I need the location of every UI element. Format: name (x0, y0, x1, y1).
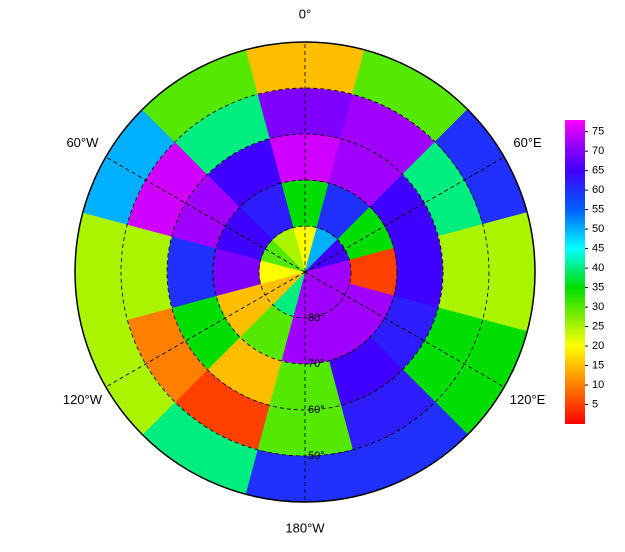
meridian (304, 271, 505, 388)
colorbar-label: 10 (592, 379, 604, 391)
cell (482, 212, 536, 332)
meridian (105, 271, 306, 388)
parallel-label: 50° (308, 450, 325, 462)
cell (393, 235, 444, 309)
colorbar-scale (565, 120, 585, 424)
cell (166, 235, 217, 309)
map-border (74, 41, 536, 503)
parallel-label: 70° (308, 358, 325, 370)
colorbar-label: 65 (592, 165, 604, 177)
colorbar-label: 70 (592, 145, 604, 157)
cell (120, 224, 173, 320)
data-grid (74, 41, 536, 503)
colorbar-label: 45 (592, 243, 604, 255)
colorbar-label: 55 (592, 204, 604, 216)
meridian-label: 120°E (510, 392, 546, 407)
parallel-label: 80° (308, 312, 325, 324)
colorbar-label: 50 (592, 223, 604, 235)
colorbar-label: 35 (592, 281, 604, 293)
meridian-label: 0° (299, 6, 311, 21)
meridian-label: 180°W (285, 520, 325, 535)
colorbar: 5 10 15 20 25 30 35 40 45 50 55 60 65 70 75 (565, 120, 604, 424)
colorbar-label: 5 (592, 398, 598, 410)
labels: 80° 70° 60° 50° 0° 60°E 120°E 180°W 120°W 60°W (63, 6, 546, 535)
colorbar-label: 60 (592, 184, 604, 196)
cell (437, 224, 490, 320)
meridian-label: 60°W (66, 135, 99, 150)
parallel-label: 60° (308, 404, 325, 416)
colorbar-label: 40 (592, 262, 604, 274)
colorbar-label: 20 (592, 340, 604, 352)
meridian-label: 120°W (63, 392, 103, 407)
colorbar-label: 30 (592, 301, 604, 313)
colorbar-label: 75 (592, 126, 604, 138)
colorbar-label: 25 (592, 320, 604, 332)
parallel (166, 133, 444, 411)
graticule (74, 41, 536, 503)
parallel (212, 179, 398, 365)
colorbar-label: 15 (592, 359, 604, 371)
meridian-label: 60°E (513, 135, 542, 150)
meridian (304, 156, 505, 273)
cell (74, 212, 128, 332)
meridian (105, 156, 306, 273)
